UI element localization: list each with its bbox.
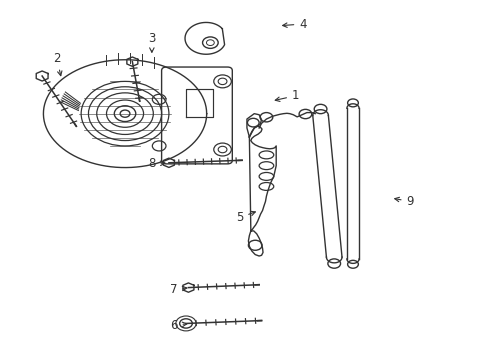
Text: 5: 5	[235, 211, 255, 224]
Text: 7: 7	[170, 283, 186, 296]
Text: 2: 2	[53, 51, 62, 76]
Text: 9: 9	[394, 195, 413, 208]
Text: 1: 1	[275, 89, 299, 102]
Text: 6: 6	[170, 319, 186, 332]
Text: 8: 8	[148, 157, 164, 170]
Text: 3: 3	[148, 32, 155, 52]
Text: 4: 4	[282, 18, 306, 31]
